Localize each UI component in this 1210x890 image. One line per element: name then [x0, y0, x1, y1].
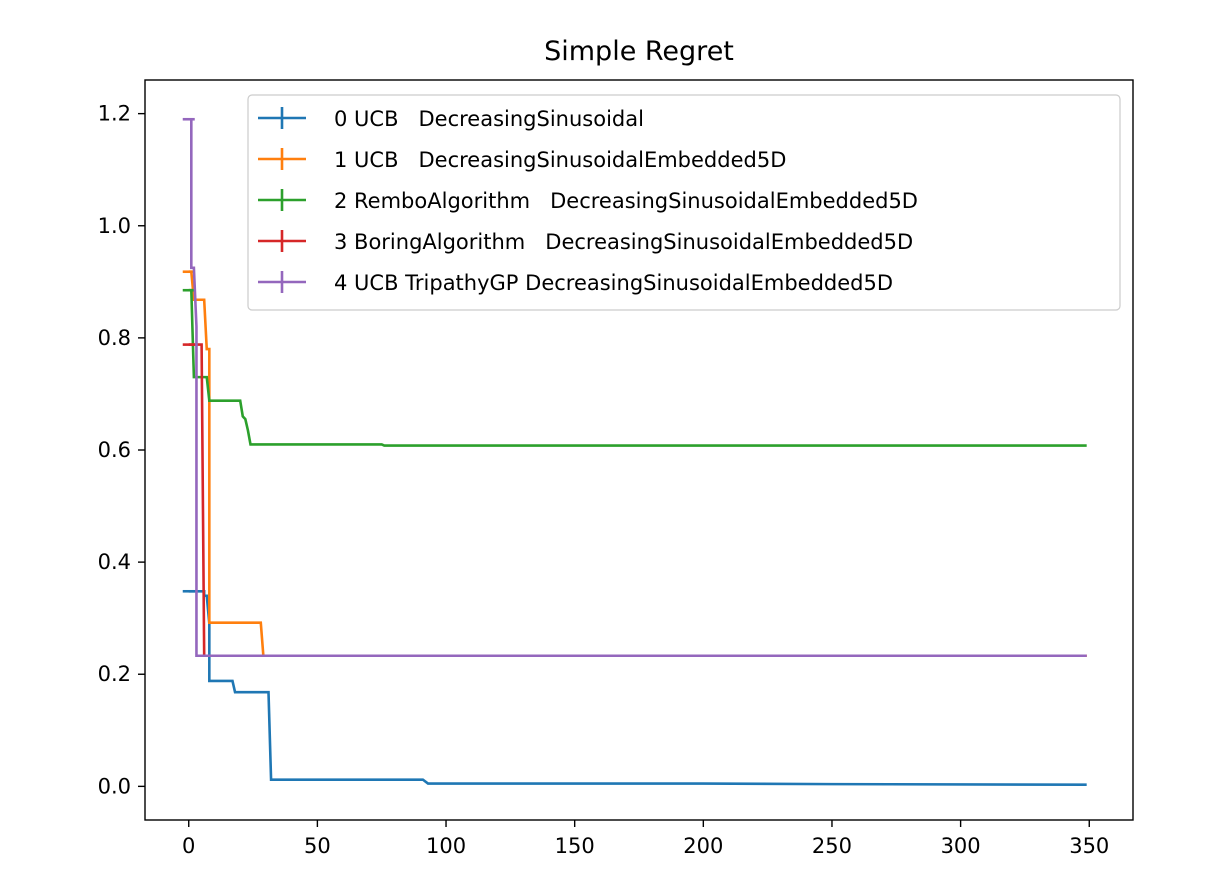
x-tick-label: 50 — [304, 834, 331, 858]
y-tick-label: 0.4 — [98, 550, 131, 574]
y-tick-label: 0.6 — [98, 438, 131, 462]
series-line-2 — [188, 288, 1087, 447]
legend-label: 3 BoringAlgorithm DecreasingSinusoidalEm… — [334, 230, 913, 254]
x-tick-label: 150 — [555, 834, 595, 858]
legend-label: 2 RemboAlgorithm DecreasingSinusoidalEmb… — [334, 189, 918, 213]
chart-title: Simple Regret — [544, 36, 734, 67]
legend-box — [247, 94, 1121, 311]
x-tick-label: 300 — [941, 834, 981, 858]
series-line-1 — [188, 270, 1087, 658]
x-axis: 0 50 100 150 200 250 300 350 — [182, 820, 1109, 858]
series-line-0 — [188, 589, 1087, 786]
x-tick-label: 350 — [1069, 834, 1109, 858]
y-tick-label: 0.0 — [98, 774, 131, 798]
y-tick-label: 0.2 — [98, 662, 131, 686]
legend: 0 UCB DecreasingSinusoidal 1 UCB Decreasi… — [247, 94, 1121, 311]
series-layer — [182, 117, 1087, 786]
y-tick-label: 1.0 — [98, 214, 131, 238]
legend-label: 1 UCB DecreasingSinusoidalEmbedded5D — [334, 148, 786, 172]
x-tick-label: 200 — [683, 834, 723, 858]
legend-label: 4 UCB TripathyGP DecreasingSinusoidalEmb… — [334, 271, 893, 295]
legend-label: 0 UCB DecreasingSinusoidal — [334, 107, 644, 131]
y-tick-label: 1.2 — [98, 102, 131, 126]
x-tick-label: 100 — [426, 834, 466, 858]
x-tick-label: 250 — [812, 834, 852, 858]
x-tick-label: 0 — [182, 834, 195, 858]
y-tick-label: 0.8 — [98, 326, 131, 350]
y-axis: 0.0 0.2 0.4 0.6 0.8 1.0 1.2 — [98, 102, 145, 798]
